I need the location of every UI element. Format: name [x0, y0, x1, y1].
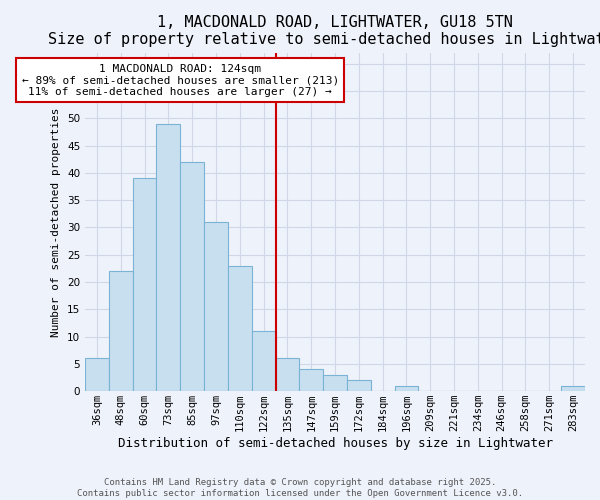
Bar: [228, 266, 252, 391]
Bar: [299, 370, 323, 391]
Bar: [204, 222, 228, 391]
Bar: [109, 271, 133, 391]
Bar: [561, 386, 585, 391]
Bar: [157, 124, 180, 391]
X-axis label: Distribution of semi-detached houses by size in Lightwater: Distribution of semi-detached houses by …: [118, 437, 553, 450]
Y-axis label: Number of semi-detached properties: Number of semi-detached properties: [52, 107, 61, 336]
Text: Contains HM Land Registry data © Crown copyright and database right 2025.
Contai: Contains HM Land Registry data © Crown c…: [77, 478, 523, 498]
Bar: [323, 375, 347, 391]
Bar: [395, 386, 418, 391]
Text: 1 MACDONALD ROAD: 124sqm
← 89% of semi-detached houses are smaller (213)
11% of : 1 MACDONALD ROAD: 124sqm ← 89% of semi-d…: [22, 64, 339, 97]
Bar: [347, 380, 371, 391]
Bar: [85, 358, 109, 391]
Bar: [275, 358, 299, 391]
Title: 1, MACDONALD ROAD, LIGHTWATER, GU18 5TN
Size of property relative to semi-detach: 1, MACDONALD ROAD, LIGHTWATER, GU18 5TN …: [47, 15, 600, 48]
Bar: [180, 162, 204, 391]
Bar: [133, 178, 157, 391]
Bar: [252, 331, 275, 391]
